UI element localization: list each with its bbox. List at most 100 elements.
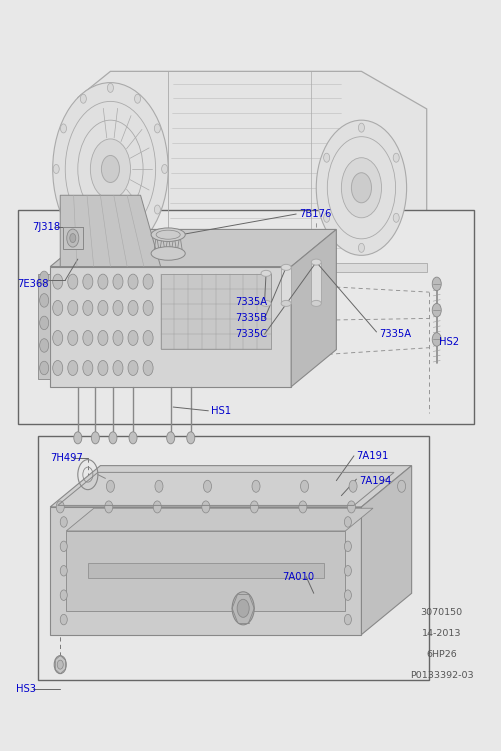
Circle shape bbox=[134, 235, 140, 244]
Circle shape bbox=[431, 333, 440, 346]
Circle shape bbox=[98, 300, 108, 315]
Text: 7335B: 7335B bbox=[234, 313, 267, 324]
Circle shape bbox=[250, 501, 258, 513]
Circle shape bbox=[161, 164, 167, 173]
Ellipse shape bbox=[281, 264, 291, 270]
Circle shape bbox=[101, 155, 119, 182]
Polygon shape bbox=[88, 563, 323, 578]
Circle shape bbox=[60, 541, 67, 551]
Polygon shape bbox=[38, 274, 50, 379]
Circle shape bbox=[143, 274, 153, 289]
Circle shape bbox=[186, 432, 194, 444]
Circle shape bbox=[106, 481, 114, 493]
Circle shape bbox=[128, 330, 138, 345]
Circle shape bbox=[344, 517, 351, 527]
Circle shape bbox=[53, 83, 168, 255]
Circle shape bbox=[201, 501, 209, 513]
Text: 7335A: 7335A bbox=[378, 329, 410, 339]
Circle shape bbox=[60, 124, 66, 133]
Circle shape bbox=[68, 330, 78, 345]
Circle shape bbox=[316, 120, 406, 255]
Circle shape bbox=[107, 246, 113, 255]
Polygon shape bbox=[50, 267, 291, 387]
Circle shape bbox=[56, 501, 64, 513]
Circle shape bbox=[397, 481, 405, 493]
Circle shape bbox=[54, 656, 66, 674]
Ellipse shape bbox=[261, 270, 271, 276]
Circle shape bbox=[70, 234, 76, 243]
Circle shape bbox=[154, 205, 160, 214]
Circle shape bbox=[83, 300, 93, 315]
Circle shape bbox=[348, 481, 356, 493]
Text: 7A010: 7A010 bbox=[282, 572, 314, 582]
Bar bbox=[38, 436, 428, 680]
Text: 6HP26: 6HP26 bbox=[425, 650, 456, 659]
Circle shape bbox=[83, 330, 93, 345]
Circle shape bbox=[83, 274, 93, 289]
Circle shape bbox=[90, 139, 130, 199]
Text: 7H497: 7H497 bbox=[50, 453, 83, 463]
Circle shape bbox=[431, 303, 440, 317]
Polygon shape bbox=[361, 466, 411, 635]
Circle shape bbox=[143, 330, 153, 345]
Text: HS1: HS1 bbox=[210, 406, 230, 416]
Ellipse shape bbox=[311, 300, 321, 306]
Ellipse shape bbox=[151, 246, 185, 260]
Circle shape bbox=[392, 153, 398, 162]
Circle shape bbox=[392, 213, 398, 222]
Circle shape bbox=[129, 432, 137, 444]
Bar bbox=[63, 227, 83, 249]
Circle shape bbox=[323, 213, 329, 222]
Circle shape bbox=[105, 501, 113, 513]
Circle shape bbox=[98, 274, 108, 289]
Circle shape bbox=[236, 599, 248, 617]
Circle shape bbox=[113, 300, 123, 315]
Circle shape bbox=[358, 123, 364, 132]
Circle shape bbox=[60, 517, 67, 527]
Circle shape bbox=[155, 481, 163, 493]
Circle shape bbox=[91, 432, 99, 444]
Circle shape bbox=[300, 481, 308, 493]
Circle shape bbox=[53, 300, 63, 315]
Circle shape bbox=[358, 243, 364, 252]
Bar bbox=[281, 267, 291, 303]
Circle shape bbox=[344, 590, 351, 601]
Text: HS3: HS3 bbox=[16, 684, 36, 695]
Text: 7A191: 7A191 bbox=[356, 451, 388, 461]
Circle shape bbox=[298, 501, 306, 513]
Polygon shape bbox=[50, 507, 361, 635]
Bar bbox=[261, 273, 271, 303]
Circle shape bbox=[344, 541, 351, 551]
Circle shape bbox=[68, 360, 78, 376]
Circle shape bbox=[40, 316, 49, 330]
Text: 7A194: 7A194 bbox=[358, 475, 390, 486]
Text: 7E368: 7E368 bbox=[18, 279, 49, 289]
Circle shape bbox=[113, 274, 123, 289]
Circle shape bbox=[57, 660, 63, 669]
Circle shape bbox=[128, 360, 138, 376]
Ellipse shape bbox=[281, 300, 291, 306]
Circle shape bbox=[98, 360, 108, 376]
Polygon shape bbox=[291, 230, 336, 387]
Circle shape bbox=[60, 590, 67, 601]
Text: 3070150: 3070150 bbox=[420, 608, 462, 617]
Circle shape bbox=[113, 360, 123, 376]
Text: HS2: HS2 bbox=[438, 336, 458, 347]
Circle shape bbox=[143, 300, 153, 315]
Circle shape bbox=[60, 566, 67, 576]
Circle shape bbox=[60, 205, 66, 214]
Circle shape bbox=[53, 164, 59, 173]
Bar bbox=[160, 274, 271, 349]
Text: 14-2013: 14-2013 bbox=[421, 629, 460, 638]
Circle shape bbox=[74, 432, 82, 444]
Circle shape bbox=[351, 173, 371, 203]
Circle shape bbox=[128, 274, 138, 289]
Circle shape bbox=[203, 481, 211, 493]
Circle shape bbox=[67, 229, 79, 247]
Circle shape bbox=[60, 614, 67, 625]
Circle shape bbox=[341, 158, 381, 218]
Polygon shape bbox=[66, 508, 372, 531]
Circle shape bbox=[80, 235, 86, 244]
Circle shape bbox=[431, 277, 440, 291]
Circle shape bbox=[128, 300, 138, 315]
